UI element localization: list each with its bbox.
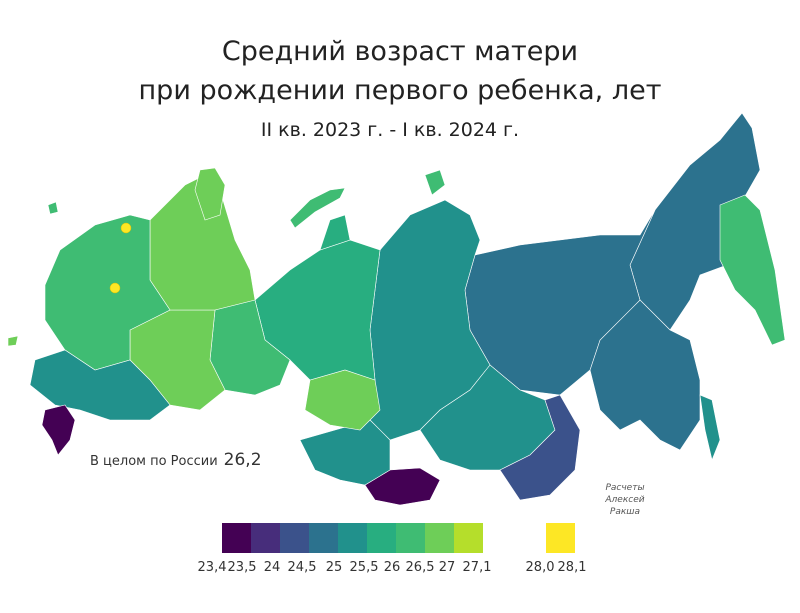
legend-label: 25,5 bbox=[349, 560, 379, 575]
region-amur-primorye bbox=[589, 299, 701, 451]
map-subtitle: II кв. 2023 г. - I кв. 2024 г. bbox=[260, 119, 520, 141]
legend-swatch bbox=[454, 523, 483, 553]
legend-swatch bbox=[546, 523, 575, 553]
region-crimea bbox=[7, 335, 19, 347]
legend-label: 24,5 bbox=[287, 560, 317, 575]
region-sakhalin bbox=[699, 394, 721, 461]
region-south bbox=[29, 349, 171, 421]
credit-line-1: Расчеты bbox=[605, 483, 645, 493]
map-title-line-1: Средний возраст матери bbox=[221, 36, 579, 67]
region-altai bbox=[299, 419, 391, 486]
region-kaliningrad bbox=[47, 201, 59, 215]
map-title-line-2: при рождении первого ребенка, лет bbox=[138, 75, 662, 106]
legend-swatch bbox=[280, 523, 309, 553]
region-north-caucasus bbox=[41, 404, 76, 456]
city-saint-petersburg bbox=[120, 222, 132, 234]
legend-label: 25 bbox=[325, 560, 343, 575]
legend-label: 27 bbox=[438, 560, 456, 575]
legend-swatch bbox=[309, 523, 338, 553]
region-tomsk-novosibirsk bbox=[304, 369, 381, 431]
legend-label: 23,5 bbox=[227, 560, 257, 575]
region-tyva bbox=[364, 467, 441, 506]
region-kamchatka bbox=[719, 194, 786, 346]
russia-total: В целом по России 26,2 bbox=[90, 450, 262, 470]
credit-line-2: Алексей Ракша bbox=[605, 495, 645, 517]
legend-swatch bbox=[338, 523, 367, 553]
region-kola bbox=[194, 167, 226, 221]
russia-total-value: 26,2 bbox=[223, 450, 262, 470]
city-moscow bbox=[109, 282, 121, 294]
legend-swatch bbox=[222, 523, 251, 553]
region-zabaikalye bbox=[499, 394, 581, 501]
russia-total-label: В целом по России bbox=[90, 454, 218, 469]
legend-label: 27,1 bbox=[462, 560, 492, 575]
legend-swatch bbox=[396, 523, 425, 553]
legend-label: 28,0 bbox=[525, 560, 555, 575]
legend-swatch bbox=[367, 523, 396, 553]
region-taimyr-islands bbox=[424, 169, 446, 196]
legend-label: 26 bbox=[383, 560, 401, 575]
author-credit: Расчеты Алексей Ракша bbox=[590, 482, 660, 518]
legend-label: 23,4 bbox=[197, 560, 227, 575]
legend-label: 24 bbox=[263, 560, 281, 575]
legend-label: 28,1 bbox=[557, 560, 587, 575]
legend-label: 26,5 bbox=[405, 560, 435, 575]
region-novaya-zemlya bbox=[289, 187, 346, 229]
region-center bbox=[44, 214, 171, 371]
legend-swatch bbox=[251, 523, 280, 553]
region-yamal bbox=[319, 214, 351, 251]
legend-swatch bbox=[425, 523, 454, 553]
